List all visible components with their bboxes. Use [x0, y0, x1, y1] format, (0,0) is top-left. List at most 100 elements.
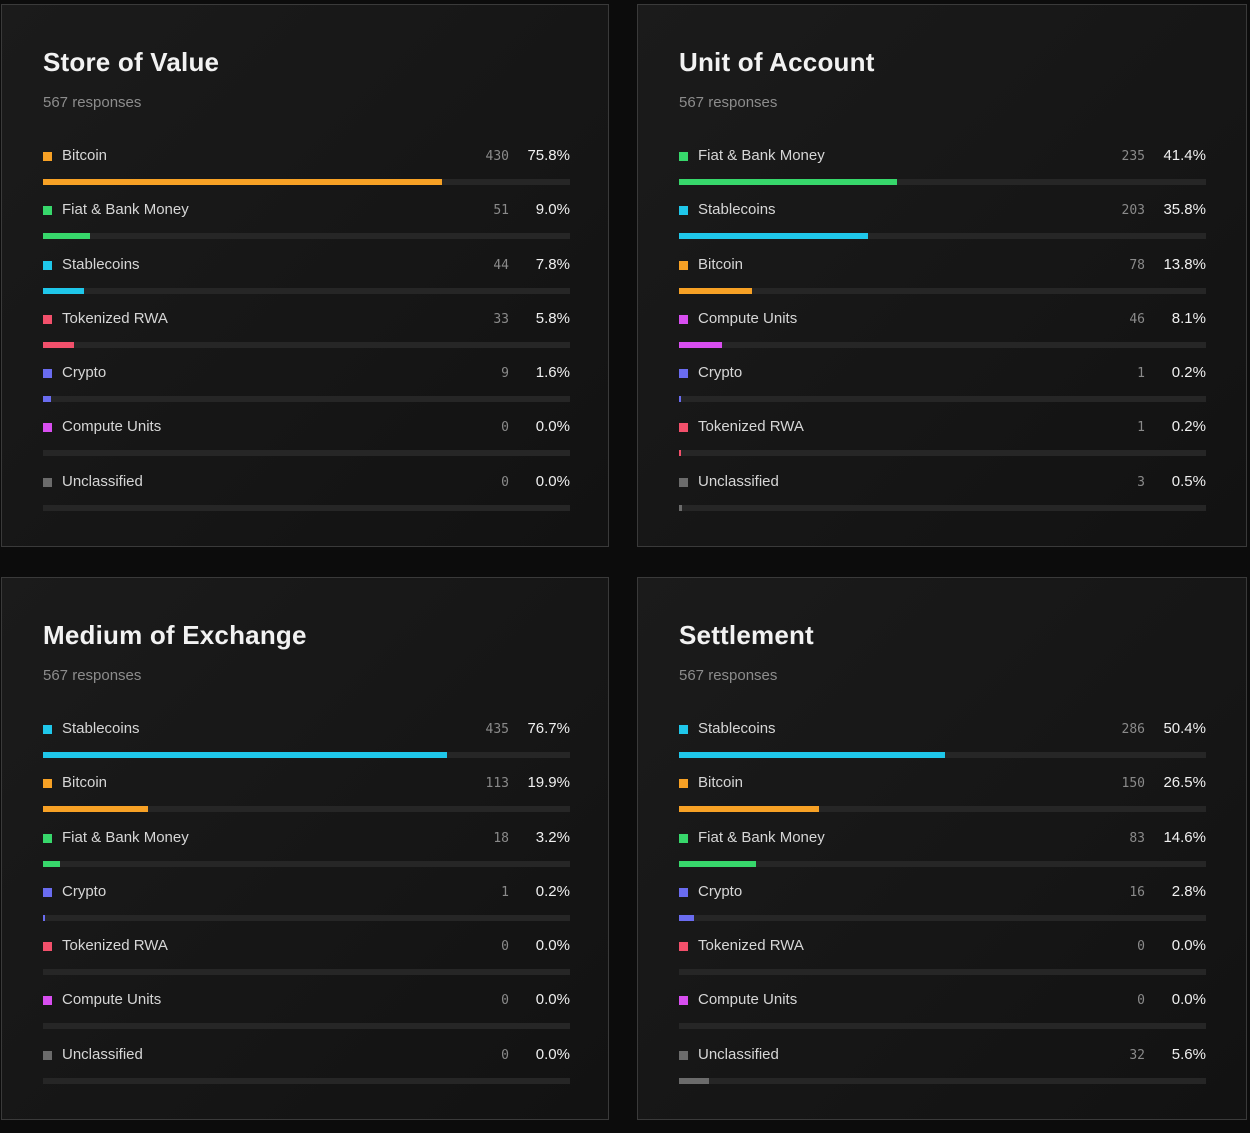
count-label: 51: [493, 203, 509, 219]
bar-track: [43, 969, 570, 976]
bar-fill: [679, 504, 682, 511]
bar-fill: [679, 179, 897, 185]
bar-row: Unclassified 0 0.0%: [43, 1045, 570, 1101]
legend-swatch: [679, 369, 688, 379]
count-label: 435: [485, 722, 509, 737]
bar-row: Tokenized RWA 0 0.0%: [43, 937, 570, 992]
count-label: 0: [501, 939, 509, 955]
bar-track: [43, 752, 570, 758]
bar-rows: Stablecoins 435 76.7% Bitcoin 113 19.9% Fiat &…: [43, 720, 570, 1101]
bar-row: Unclassified 3 0.5%: [679, 473, 1206, 528]
bar-track: [43, 806, 570, 813]
bar-track: [43, 287, 570, 294]
bar-fill: [43, 233, 90, 240]
legend-swatch: [43, 369, 52, 379]
count-label: 9: [501, 366, 509, 382]
category-label: Bitcoin: [62, 147, 108, 164]
bar-row: Compute Units 0 0.0%: [43, 991, 570, 1046]
percent-label: 5.8%: [535, 309, 570, 327]
legend-swatch: [43, 152, 52, 161]
legend-swatch: [679, 942, 688, 952]
bar-track: [679, 1077, 1206, 1084]
count-label: 33: [493, 311, 509, 327]
chart-card-unit-of-account: Unit of Account 567 responses Fiat & Ban…: [637, 4, 1247, 547]
category-label: Unclassified: [62, 1045, 143, 1063]
bar-fill: [679, 806, 819, 813]
percent-label: 0.0%: [535, 472, 570, 490]
count-label: 83: [1129, 830, 1145, 846]
percent-label: 9.0%: [535, 201, 570, 219]
category-label: Compute Units: [698, 309, 798, 327]
bar-track: [43, 450, 570, 457]
percent-label: 7.8%: [535, 255, 570, 273]
category-label: Crypto: [62, 882, 107, 900]
bar-row: Tokenized RWA 1 0.2%: [679, 418, 1206, 473]
percent-label: 2.8%: [1171, 882, 1206, 900]
bar-row: Unclassified 32 5.6%: [679, 1045, 1206, 1101]
bar-track: [43, 1023, 570, 1030]
bar-track: [679, 287, 1206, 294]
count-label: 1: [501, 884, 509, 900]
chart-title: Unit of Account: [679, 47, 875, 77]
category-label: Stablecoins: [62, 720, 140, 737]
percent-label: 14.6%: [1163, 828, 1206, 846]
chart-title: Medium of Exchange: [43, 620, 307, 650]
percent-label: 0.0%: [535, 937, 570, 955]
category-label: Bitcoin: [698, 774, 744, 792]
bar-row: Tokenized RWA 0 0.0%: [679, 937, 1206, 992]
count-label: 430: [485, 149, 509, 164]
category-label: Stablecoins: [698, 720, 776, 737]
legend-swatch: [679, 152, 688, 161]
category-label: Crypto: [698, 364, 743, 382]
legend-swatch: [679, 1050, 688, 1060]
percent-label: 0.0%: [535, 991, 570, 1009]
percent-label: 8.1%: [1171, 309, 1206, 327]
response-count: 567 responses: [43, 94, 142, 111]
legend-swatch: [679, 314, 688, 324]
bar-fill: [679, 1077, 709, 1084]
count-label: 0: [1137, 939, 1145, 955]
category-label: Unclassified: [62, 472, 143, 490]
category-label: Unclassified: [698, 1045, 779, 1063]
response-count: 567 responses: [679, 94, 778, 111]
percent-label: 76.7%: [527, 720, 570, 737]
bar-rows: Fiat & Bank Money 235 41.4% Stablecoins 203 3…: [679, 147, 1206, 528]
legend-swatch: [679, 206, 688, 216]
bar-fill: [43, 179, 442, 185]
bar-row: Fiat & Bank Money 235 41.4%: [679, 147, 1206, 202]
count-label: 150: [1121, 776, 1145, 792]
count-label: 113: [485, 776, 509, 792]
bar-track: [43, 179, 570, 185]
bar-fill: [679, 287, 752, 294]
legend-swatch: [43, 477, 52, 487]
percent-label: 0.0%: [535, 1045, 570, 1063]
count-label: 0: [501, 420, 509, 436]
bar-track: [679, 179, 1206, 185]
bar-row: Crypto 1 0.2%: [679, 364, 1206, 419]
percent-label: 50.4%: [1163, 720, 1206, 737]
bar-fill: [679, 914, 694, 921]
category-label: Tokenized RWA: [62, 937, 168, 955]
bar-fill: [43, 806, 148, 813]
bar-track: [43, 396, 570, 403]
bar-track: [43, 860, 570, 867]
count-label: 32: [1129, 1047, 1145, 1063]
count-label: 16: [1129, 884, 1145, 900]
category-label: Tokenized RWA: [62, 309, 168, 327]
legend-swatch: [43, 206, 52, 216]
count-label: 0: [501, 1047, 509, 1063]
category-label: Fiat & Bank Money: [62, 201, 189, 219]
count-label: 235: [1121, 149, 1145, 164]
legend-swatch: [679, 725, 688, 734]
bar-track: [679, 1023, 1206, 1030]
bar-track: [679, 806, 1206, 813]
legend-swatch: [679, 779, 688, 789]
bar-fill: [43, 752, 447, 758]
legend-swatch: [43, 314, 52, 324]
category-label: Compute Units: [62, 418, 162, 436]
bar-row: Fiat & Bank Money 18 3.2%: [43, 829, 570, 884]
bar-row: Stablecoins 286 50.4%: [679, 720, 1206, 775]
legend-swatch: [43, 887, 52, 897]
category-label: Bitcoin: [698, 255, 744, 273]
bar-track: [43, 233, 570, 240]
